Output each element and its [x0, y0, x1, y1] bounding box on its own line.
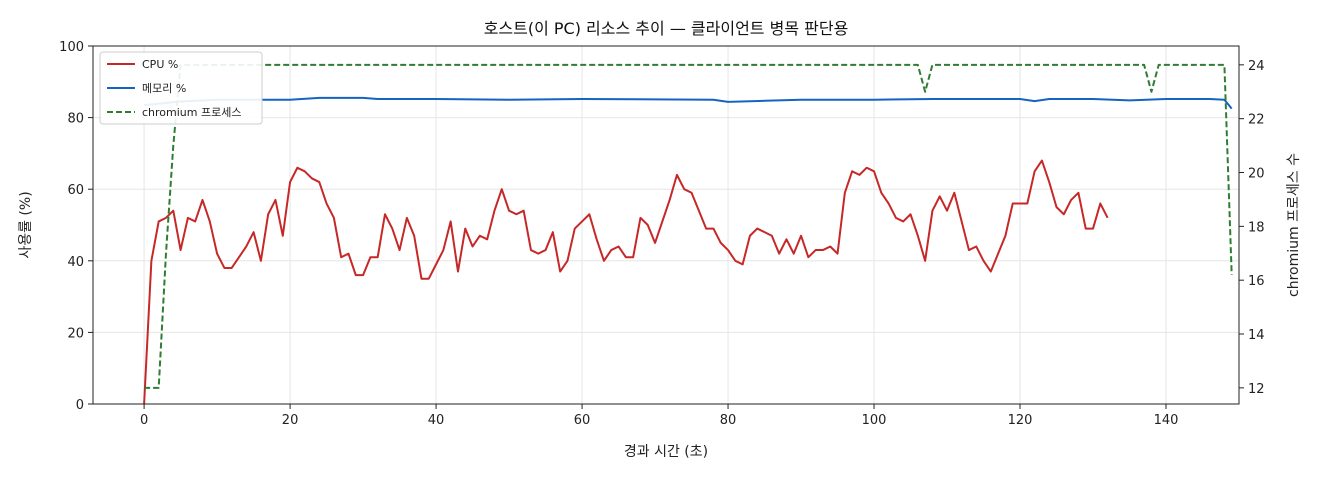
x-tick-label: 60 — [574, 413, 591, 428]
series-line-memory — [144, 96, 1233, 110]
legend: CPU % 메모리 % chromium 프로세스 — [99, 51, 263, 125]
x-tick-label: 120 — [1008, 413, 1033, 428]
x-axis-label: 경과 시간 (초) — [624, 444, 708, 460]
y2-axis-label: chromium 프로세스 수 — [1286, 153, 1302, 297]
y2-tick-label: 20 — [1248, 167, 1265, 182]
x-tick-label: 0 — [140, 413, 148, 428]
y-axis-ticks: 0 20 40 60 80 100 — [59, 40, 93, 413]
y-tick-label: 60 — [67, 183, 84, 198]
x-tick-label: 100 — [862, 413, 887, 428]
y2-axis-ticks: 12 14 16 18 20 22 24 — [1239, 59, 1265, 397]
x-tick-label: 140 — [1154, 413, 1179, 428]
legend-label-memory: 메모리 % — [142, 82, 186, 95]
legend-label-cpu: CPU % — [142, 58, 178, 71]
series-line-chromium — [144, 63, 1233, 389]
y-tick-label: 100 — [59, 40, 84, 55]
x-tick-label: 40 — [428, 413, 445, 428]
y-axis-label: 사용률 (%) — [18, 191, 34, 258]
y-tick-label: 40 — [67, 255, 84, 270]
legend-box — [99, 51, 263, 125]
x-tick-label: 20 — [282, 413, 299, 428]
y2-tick-label: 16 — [1248, 274, 1265, 289]
x-axis-ticks: 0 20 40 60 80 100 120 140 — [140, 404, 1178, 428]
y2-tick-label: 22 — [1248, 113, 1265, 128]
y-tick-label: 0 — [76, 398, 84, 413]
y2-tick-label: 14 — [1248, 328, 1265, 343]
series-line-cpu — [143, 159, 1109, 405]
y-tick-label: 80 — [67, 112, 84, 127]
chart-title: 호스트(이 PC) 리소스 추이 — 클라이언트 병목 판단용 — [484, 19, 849, 38]
y2-tick-label: 18 — [1248, 220, 1265, 235]
y-tick-label: 20 — [67, 326, 84, 341]
y2-tick-label: 24 — [1248, 59, 1265, 74]
plot-frame — [92, 45, 1240, 405]
legend-label-chromium: chromium 프로세스 — [142, 106, 241, 119]
x-tick-label: 80 — [720, 413, 737, 428]
series-lines — [143, 63, 1233, 405]
y2-tick-label: 12 — [1248, 382, 1265, 397]
